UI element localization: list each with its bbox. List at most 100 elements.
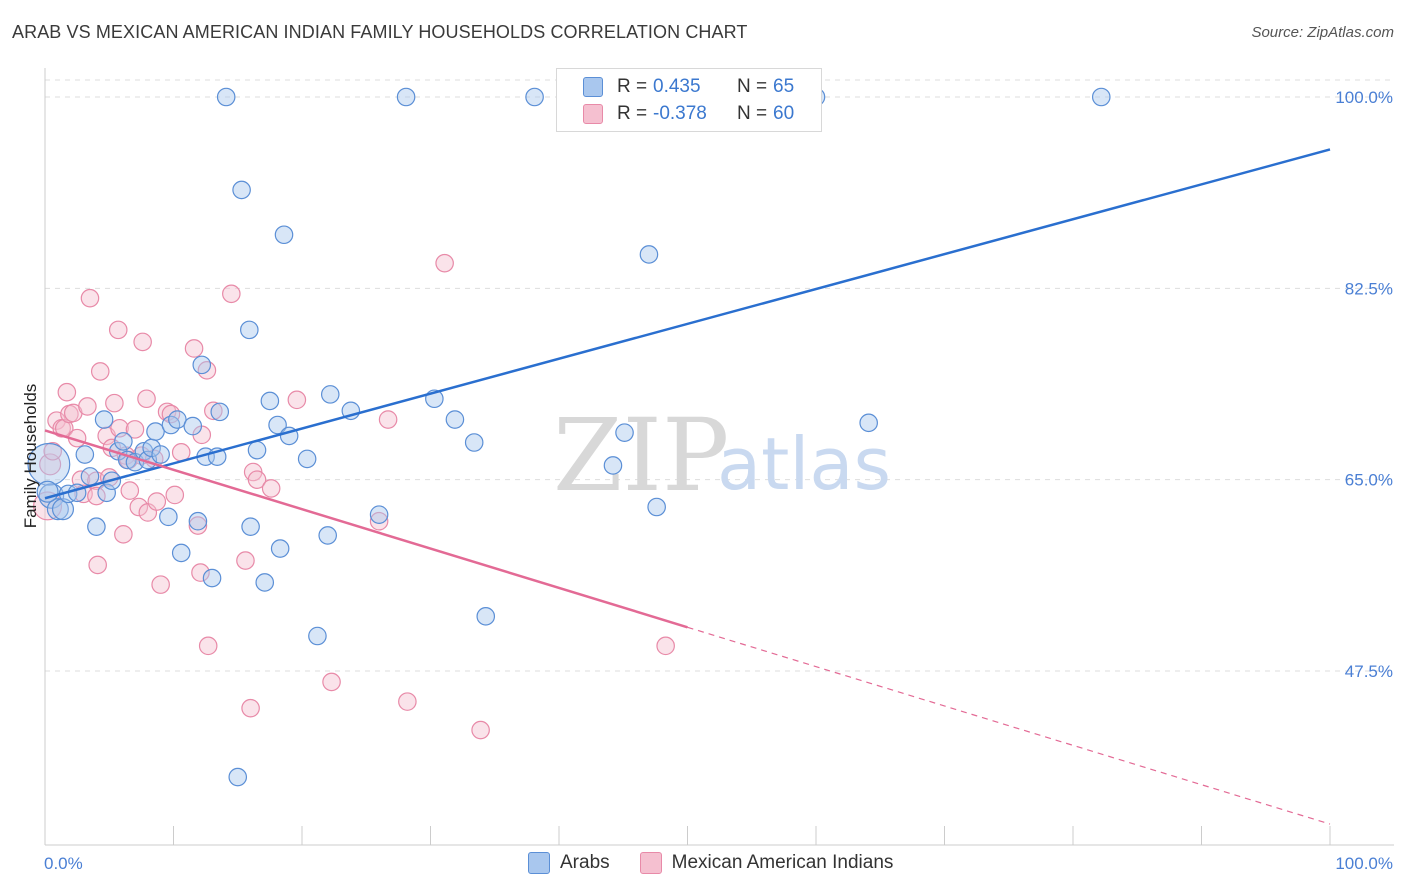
data-point [297,449,317,469]
data-point [639,245,659,264]
data-point [859,413,878,433]
data-point [129,497,149,517]
data-point [204,401,223,421]
x-tick-label: 0.0% [44,854,83,873]
data-point [287,390,307,410]
data-point [236,551,255,570]
trend-lines [44,148,1331,825]
y-tick-label: 82.5% [1345,279,1393,298]
data-point [192,355,212,375]
data-point [159,507,178,527]
axes [44,68,1394,846]
data-point [151,445,170,464]
legend-row-mexican: R = -0.378 N = 60 [583,101,794,127]
data-point [476,607,496,626]
legend-r-value-mexican: -0.378 [653,103,707,124]
data-point [274,225,294,245]
x-tick-label: 100.0% [1335,854,1393,873]
data-point [471,720,490,740]
data-point [188,516,208,535]
legend-swatch-mexican [639,852,662,874]
data-point [241,698,260,718]
data-point [105,393,124,413]
data-point [270,539,290,558]
data-point [268,415,287,435]
data-point [525,87,544,107]
data-point [88,555,107,575]
data-point [210,402,230,422]
data-point [80,288,100,308]
data-point [183,416,203,436]
data-point [80,467,100,486]
legend-swatch-arabs [583,77,603,97]
data-point [191,563,210,582]
data-point [46,498,69,521]
data-point [147,492,167,511]
series-legend: Arabs Mexican American Indians [528,852,923,874]
data-point [146,422,165,441]
data-point [322,672,341,692]
data-point [320,385,340,404]
data-point [615,423,634,442]
grid-lines [45,79,1394,672]
data-point [97,483,116,503]
legend-row-arabs: R = 0.435 N = 65 [583,74,794,100]
data-point [255,573,275,592]
watermark-zip: ZIP [553,397,729,514]
legend-n-label: N = [737,76,768,97]
data-point [656,636,675,656]
legend-item-arabs[interactable]: Arabs [528,852,610,874]
legend-item-mexican[interactable]: Mexican American Indians [639,852,893,874]
legend-r-label: R = [617,103,648,124]
data-point [151,575,170,594]
data-point [197,361,217,380]
data-point [75,445,95,464]
data-point [87,486,106,506]
trend-line-mexican [44,429,688,629]
tick-labels: 100.0% 82.5% 65.0% 47.5% 0.0% 100.0% [44,88,1393,873]
chart-source: Source: ZipAtlas.com [1251,24,1394,41]
legend-n-value-arabs: 65 [773,76,795,97]
trend-line-mexican-extension [687,626,1331,825]
data-point [369,505,389,524]
watermark-atlas: atlas [717,422,891,506]
data-point [240,320,259,340]
data-point [94,410,114,429]
data-point [78,397,97,416]
legend-n-value-mexican: 60 [773,103,795,124]
data-point [114,432,133,451]
data-point [168,410,187,429]
data-point [464,433,484,452]
data-point [216,87,236,107]
data-point [260,391,280,411]
data-point [137,389,156,409]
legend-swatch-mexican [583,104,603,124]
data-point [51,498,75,521]
data-point [171,543,191,563]
data-point [241,517,260,536]
data-point [202,568,222,588]
y-tick-label: 65.0% [1345,471,1393,490]
data-point [247,470,267,489]
legend-r-value-arabs: 0.435 [653,76,701,97]
data-point [318,526,337,545]
data-point [1091,87,1111,107]
data-point [108,320,128,340]
y-axis-label: Family Households [21,384,40,529]
data-point [114,525,133,544]
data-point [43,441,63,461]
y-tick-label: 100.0% [1335,88,1393,107]
data-point [188,511,208,531]
data-point [87,517,106,536]
data-point [165,485,185,505]
legend-label-arabs: Arabs [560,852,610,873]
trend-line-arabs [44,148,1331,500]
data-point [445,410,465,429]
y-tick-label: 47.5% [1345,662,1393,681]
legend-n-label: N = [737,103,768,124]
data-point [117,450,137,470]
data-point [36,480,59,503]
data-point [232,180,251,200]
correlation-legend: R = 0.435 N = 65 R = -0.378 N = 60 [556,68,822,132]
